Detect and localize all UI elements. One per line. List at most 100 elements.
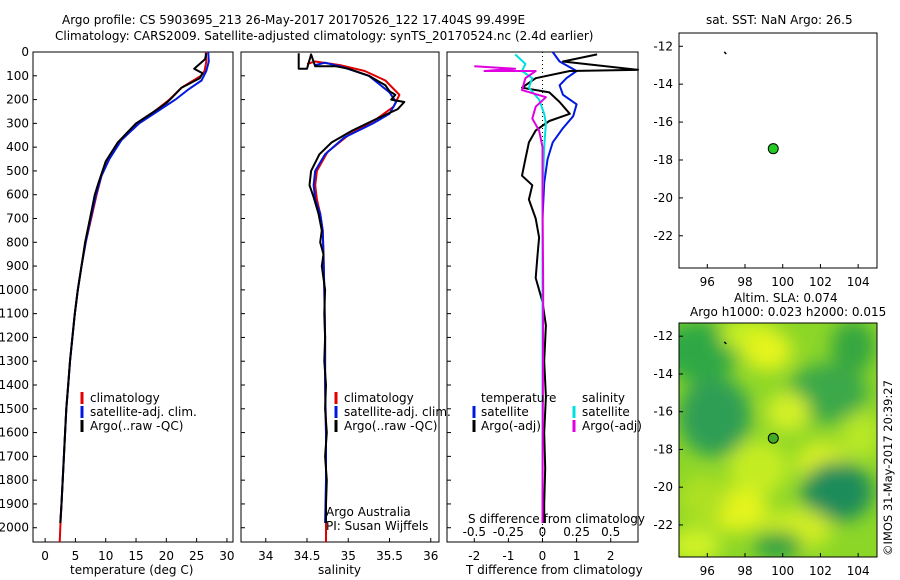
sst_map-ytick-label: -18 [653, 153, 673, 167]
salinity-panel: 34 34.5 35 35.5 36 climatologysatellite-adj. … [240, 51, 451, 563]
depth-tick-label: 0 [21, 45, 29, 59]
sst_map-ytick-label: -22 [653, 229, 673, 243]
s-difference-axis-label: S difference from climatology [468, 512, 645, 526]
difference-xtick-label: -1 [502, 549, 514, 563]
temperature-xtick-label: 25 [189, 549, 204, 563]
sla-heatmap-blob [801, 461, 874, 522]
figure-title-line1: Argo profile: CS 5903695_213 26-May-2017… [62, 13, 526, 27]
salinity-xtick-label: 34.5 [294, 549, 321, 563]
sla-heatmap-blob [679, 474, 727, 523]
sla_map-xtick-label: 102 [809, 564, 832, 578]
s-tick-label: -0.5 [463, 525, 486, 539]
salinity-series-argo-raw-qc- [297, 53, 406, 523]
sst_map-xtick-label: 104 [847, 275, 870, 289]
legend-salinity-label: satellite [582, 405, 630, 419]
island-mark [723, 51, 727, 55]
depth-tick-label: 1600 [0, 426, 29, 440]
sla_map-ytick-label: -20 [653, 480, 673, 494]
sla-heatmap-blob [728, 440, 789, 497]
depth-tick-label: 1400 [0, 378, 29, 392]
temperature-xtick-label: 5 [72, 549, 80, 563]
sst_map-panel: 96 98 100 102 104 -12 -14 -16 -18 -20 -22 [653, 32, 878, 289]
s-tick-label: 0 [539, 525, 547, 539]
temperature-series-satellite-adj-clim- [59, 51, 210, 524]
temperature-xtick-label: 20 [159, 549, 174, 563]
sst_map-ytick-label: -12 [653, 39, 673, 53]
salinity-legend-label: Argo(..raw -QC) [344, 419, 437, 433]
temperature-xtick-label: 0 [41, 549, 49, 563]
sla_map-xtick-label: 96 [700, 564, 715, 578]
legend-temperature-label: Argo(-adj) [481, 419, 541, 433]
sla_map-xtick-label: 100 [771, 564, 794, 578]
depth-tick-label: 800 [6, 235, 29, 249]
sst-map-title: sat. SST: NaN Argo: 26.5 [706, 13, 853, 27]
sla-heatmap-blob [754, 531, 802, 557]
s-tick-label: 0.25 [563, 525, 590, 539]
depth-tick-label: 1500 [0, 402, 29, 416]
difference-series-s-satellite [514, 53, 547, 523]
sla-heatmap-blobs [679, 323, 877, 557]
depth-tick-label: 300 [6, 116, 29, 130]
s-tick-label: -0.25 [493, 525, 524, 539]
temperature-legend-label: Argo(..raw -QC) [90, 419, 183, 433]
sst_map-xtick-label: 100 [771, 275, 794, 289]
s-tick-label: 0.5 [601, 525, 620, 539]
temperature-axis-label: temperature (deg C) [70, 563, 194, 577]
depth-tick-label: 500 [6, 164, 29, 178]
legend-temperature-title: temperature [481, 391, 556, 405]
sst_map-xtick-label: 102 [809, 275, 832, 289]
temperature-legend-label: climatology [90, 391, 160, 405]
sla_map-ytick-label: -12 [653, 329, 673, 343]
temperature-xtick-label: 15 [128, 549, 143, 563]
sla-heatmap [679, 323, 877, 557]
sla_map-frame [678, 322, 878, 558]
depth-tick-label: 1900 [0, 497, 29, 511]
depth-tick-label: 1700 [0, 449, 29, 463]
depth-tick-label: 1000 [0, 283, 29, 297]
salinity-frame [240, 51, 440, 543]
sla-heatmap-blob [679, 376, 751, 457]
sla-heatmap-blob [765, 391, 810, 432]
temperature-xtick-label: 30 [219, 549, 234, 563]
sla_map-xtick-label: 98 [737, 564, 752, 578]
salinity-axis-label: salinity [318, 563, 362, 577]
depth-tick-label: 1200 [0, 330, 29, 344]
salinity-xtick-label: 34 [258, 549, 273, 563]
legend-salinity-title: salinity [582, 391, 625, 405]
sla-map-title-line2: Argo h1000: 0.023 h2000: 0.015 [690, 305, 887, 319]
sla_map-location-marker [767, 432, 779, 444]
depth-tick-label: 2000 [0, 521, 29, 535]
salinity-xtick-label: 36 [423, 549, 438, 563]
sla-heatmap-blob [744, 331, 793, 372]
island-mark [723, 341, 727, 345]
depth-tick-label: 1800 [0, 473, 29, 487]
legend-salinity-label: Argo(-adj) [582, 419, 642, 433]
temperature-panel: 0 5 10 15 20 25 300100200300400500600700800900… [0, 45, 235, 563]
sla_map-ytick-label: -14 [653, 367, 673, 381]
sst_map-frame [678, 32, 878, 269]
sla_map-ytick-label: -18 [653, 442, 673, 456]
legend-temperature-label: satellite [481, 405, 529, 419]
sla_map-panel: 96 98 100 102 104 -12 -14 -16 -18 -20 -22 [653, 322, 878, 578]
sla_map-xtick-label: 104 [847, 564, 870, 578]
salinity-xtick-label: 35.5 [376, 549, 403, 563]
depth-tick-label: 100 [6, 69, 29, 83]
salinity-xtick-label: 35 [341, 549, 356, 563]
depth-tick-label: 600 [6, 188, 29, 202]
sst_map-ytick-label: -16 [653, 115, 673, 129]
salinity-annotation-1: Argo Australia [326, 505, 411, 519]
depth-tick-label: 400 [6, 140, 29, 154]
sla-heatmap-blob [831, 323, 876, 373]
difference-xtick-label: -2 [468, 549, 480, 563]
temperature-series-argo-raw-qc- [59, 53, 208, 524]
sst_map-ytick-label: -14 [653, 77, 673, 91]
salinity-annotation-2: PI: Susan Wijffels [326, 519, 429, 533]
sst_map-xtick-label: 96 [700, 275, 715, 289]
sla-heatmap-blob [679, 527, 721, 557]
difference-panel: -2 -1 0 1 2 -0.5 -0.25 0 0.25 0.5 temperature salin… [446, 51, 642, 563]
sla-heatmap-blob [841, 411, 877, 460]
sla_map-ytick-label: -16 [653, 405, 673, 419]
temperature-xtick-label: 10 [98, 549, 113, 563]
temperature-legend-label: satellite-adj. clim. [90, 405, 197, 419]
